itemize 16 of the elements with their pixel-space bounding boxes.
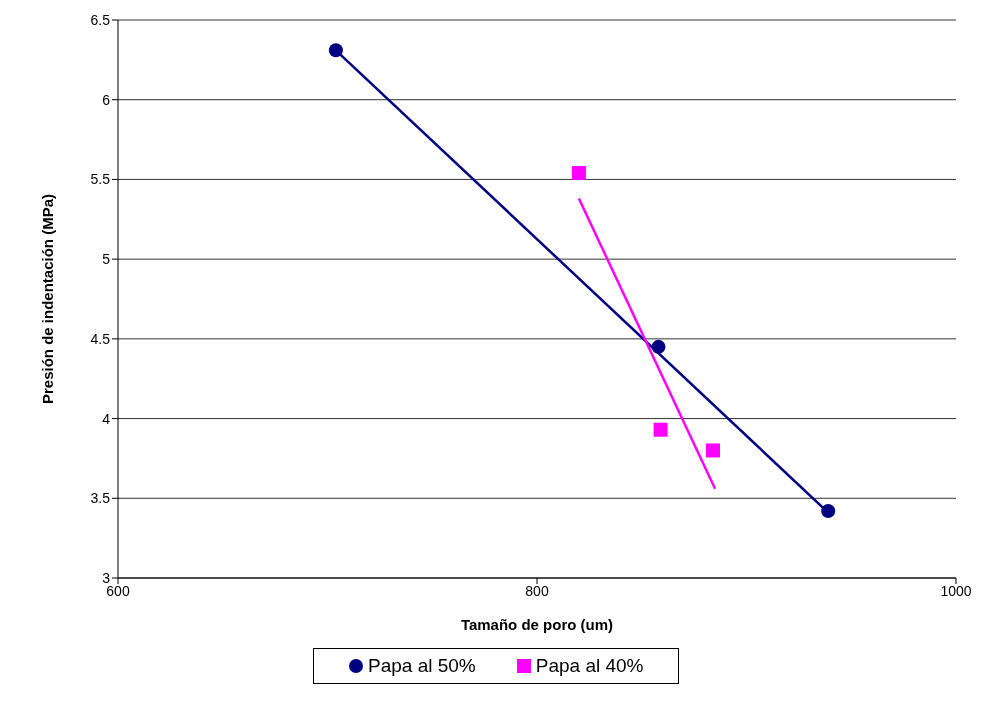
y-tick-label: 3.5 bbox=[90, 490, 111, 507]
y-tick-label: 4.5 bbox=[90, 330, 111, 347]
legend-label: Papa al 50% bbox=[368, 655, 476, 677]
x-axis-title: Tamaño de poro (um) bbox=[460, 616, 614, 633]
y-tick-label: 4 bbox=[102, 410, 111, 427]
point bbox=[705, 443, 720, 458]
y-axis-title: Presión de indentación (MPa) bbox=[39, 193, 57, 405]
x-tick-label: 1000 bbox=[940, 582, 972, 599]
legend-label: Papa al 40% bbox=[535, 655, 644, 677]
point bbox=[653, 422, 668, 437]
y-tick-label: 5.5 bbox=[90, 171, 111, 188]
x-tick-label: 800 bbox=[525, 582, 549, 599]
y-tick-label: 5 bbox=[102, 251, 111, 268]
y-tick-label: 6 bbox=[102, 91, 111, 108]
point bbox=[571, 166, 586, 181]
y-tick-label: 6.5 bbox=[90, 11, 111, 28]
